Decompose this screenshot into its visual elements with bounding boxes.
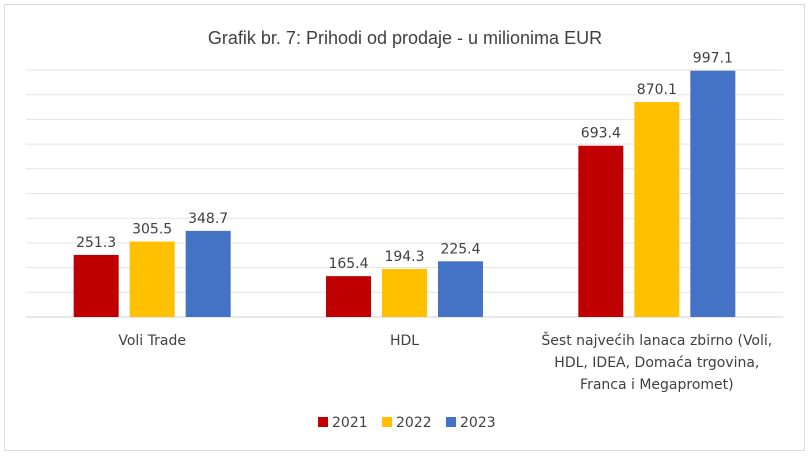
- data-label: 194.3: [384, 249, 424, 265]
- data-label: 870.1: [637, 82, 677, 98]
- bar-2022-2: [634, 102, 680, 317]
- legend-label-2021: 2021: [332, 415, 368, 431]
- bars: [73, 70, 736, 317]
- legend-label-2023: 2023: [460, 415, 496, 431]
- bar-2023-2: [690, 70, 736, 317]
- legend-swatch-2021: [318, 417, 328, 427]
- bar-2022-1: [382, 269, 427, 317]
- bar-2023-0: [185, 230, 231, 317]
- bar-2021-2: [578, 145, 624, 317]
- data-label: 305.5: [132, 222, 172, 238]
- legend-label-2022: 2022: [396, 415, 432, 431]
- category-label: Voli Trade: [118, 333, 186, 349]
- data-labels: 251.3 305.5 348.7 165.4 194.3 225.4 693.4 870.1…: [76, 51, 733, 272]
- data-label: 997.1: [693, 51, 733, 67]
- data-label: 251.3: [76, 235, 116, 251]
- bar-2021-0: [73, 254, 119, 317]
- data-label: 693.4: [581, 126, 621, 142]
- category-label: HDL, IDEA, Domaća trgovina,: [554, 355, 759, 371]
- category-labels: Voli Trade HDL Šest najvećih lanaca zbirno…: [118, 331, 772, 393]
- data-label: 348.7: [188, 211, 228, 227]
- category-label: Franca i Megapromet): [580, 377, 734, 393]
- bar-2021-1: [326, 276, 371, 317]
- legend-swatch-2022: [382, 417, 392, 427]
- data-label: 225.4: [440, 241, 480, 257]
- legend: 2021 2022 2023: [318, 415, 496, 431]
- category-label: HDL: [390, 333, 419, 349]
- category-label: Šest najvećih lanaca zbirno (Voli,: [541, 331, 772, 349]
- data-label: 165.4: [328, 256, 368, 272]
- bar-2023-1: [438, 261, 483, 317]
- legend-swatch-2023: [446, 417, 456, 427]
- chart-title: Grafik br. 7: Prihodi od prodaje - u mil…: [208, 28, 602, 48]
- bar-2022-0: [129, 241, 175, 317]
